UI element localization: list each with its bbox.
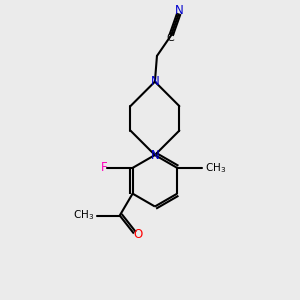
- Text: N: N: [151, 148, 159, 161]
- Text: O: O: [133, 228, 142, 241]
- Text: N: N: [151, 75, 159, 88]
- Text: C: C: [167, 33, 174, 43]
- Text: F: F: [101, 161, 108, 174]
- Text: CH$_3$: CH$_3$: [205, 161, 226, 175]
- Text: CH$_3$: CH$_3$: [73, 208, 94, 222]
- Text: N: N: [175, 4, 184, 17]
